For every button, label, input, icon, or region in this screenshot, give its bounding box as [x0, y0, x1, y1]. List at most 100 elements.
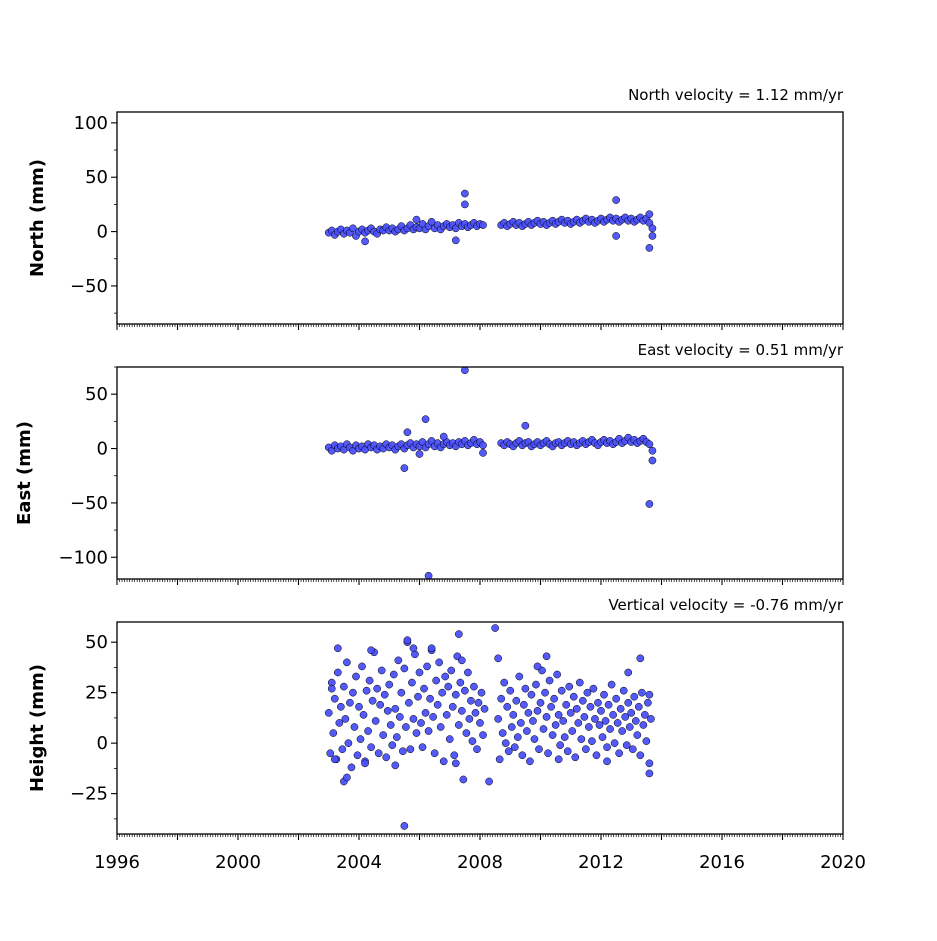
height-data-point — [619, 686, 628, 695]
north-data-point — [648, 224, 657, 233]
east-data-point — [479, 449, 487, 457]
height-data-point — [409, 715, 418, 723]
height-data-point — [625, 723, 634, 731]
height-data-point — [423, 662, 431, 671]
east-data-point — [424, 571, 433, 580]
height-data-point — [529, 717, 537, 725]
height-data-point — [474, 698, 483, 707]
height-data-point — [500, 678, 509, 687]
height-data-point — [624, 668, 633, 677]
height-data-point — [362, 686, 371, 695]
height-data-point — [601, 717, 610, 725]
height-data-point — [400, 822, 409, 830]
height-data-point — [438, 688, 447, 697]
east-panel: East velocity = 0.51 mm/yr East (mm) 50 0… — [14, 341, 844, 585]
height-data-point — [530, 735, 539, 743]
east-data-point — [648, 456, 657, 465]
height-data-point — [464, 668, 472, 677]
year-tick-label: 1996 — [94, 852, 140, 873]
height-data-point — [408, 678, 416, 687]
height-data-point — [610, 739, 619, 747]
height-data-point — [442, 711, 451, 719]
height-data-point — [554, 755, 563, 764]
height-data-point — [340, 682, 348, 691]
height-data-point — [542, 652, 551, 661]
height-data-point — [548, 731, 557, 739]
north-data-point — [612, 232, 620, 240]
height-data-point — [433, 700, 442, 709]
north-data-point — [645, 244, 654, 252]
height-data-point — [480, 704, 489, 713]
height-data-point — [554, 711, 563, 719]
east-ytick-label: 50 — [85, 384, 108, 405]
height-ytick-label: 50 — [85, 632, 108, 653]
height-data-point — [367, 646, 375, 655]
height-data-point — [637, 688, 646, 697]
north-panel: North velocity = 1.12 mm/yr North (mm) 1… — [27, 86, 844, 330]
height-data-point — [445, 735, 454, 743]
north-data-point — [412, 215, 421, 224]
height-data-point — [414, 692, 422, 701]
vertical-velocity-title: Vertical velocity = -0.76 mm/yr — [608, 596, 843, 614]
height-data-point — [374, 749, 383, 758]
height-data-point — [589, 684, 598, 693]
height-data-point — [497, 694, 506, 703]
height-data-point — [465, 715, 474, 723]
east-data-point — [521, 421, 530, 430]
height-data-point — [476, 719, 484, 727]
height-data-point — [506, 686, 515, 695]
height-data-point — [553, 670, 561, 679]
east-data-point — [645, 440, 654, 449]
east-velocity-title: East velocity = 0.51 mm/yr — [638, 341, 844, 359]
height-axes-frame — [116, 621, 844, 835]
height-data-point — [379, 731, 388, 739]
height-data-point — [330, 694, 339, 703]
height-data-point — [544, 749, 552, 758]
height-data-point — [523, 727, 531, 735]
height-data-point — [454, 721, 463, 729]
height-data-point — [435, 658, 444, 667]
height-data-point — [507, 723, 516, 731]
height-data-point — [615, 749, 624, 758]
height-data-point — [515, 672, 524, 681]
height-ytick-label: 0 — [97, 733, 108, 754]
height-data-point — [603, 743, 611, 752]
height-data-point — [560, 733, 569, 741]
height-data-point — [389, 670, 398, 679]
height-data-point — [577, 735, 586, 743]
year-tick-label: 2012 — [578, 852, 624, 873]
height-data-point — [349, 688, 357, 697]
height-data-point — [592, 751, 601, 760]
height-data-point — [418, 743, 427, 752]
height-data-point — [524, 709, 533, 717]
height-data-point — [333, 644, 342, 653]
height-points — [324, 624, 655, 830]
height-data-point — [504, 747, 513, 756]
height-data-point — [533, 706, 542, 715]
height-data-point — [432, 676, 440, 685]
height-data-point — [451, 759, 460, 768]
height-data-point — [350, 723, 359, 731]
year-tick-label: 2016 — [699, 852, 745, 873]
height-data-point — [380, 690, 389, 699]
height-data-point — [520, 700, 528, 709]
year-tick-label: 2008 — [457, 852, 503, 873]
height-data-point — [550, 694, 558, 703]
height-data-point — [456, 678, 465, 687]
north-data-point — [648, 232, 657, 240]
height-data-point — [498, 729, 507, 737]
height-data-point — [574, 719, 583, 727]
height-data-point — [388, 741, 397, 750]
height-data-point — [613, 719, 622, 727]
height-data-point — [450, 751, 459, 760]
height-data-point — [429, 713, 437, 721]
height-data-point — [642, 737, 651, 745]
height-data-point — [326, 749, 335, 758]
height-data-point — [468, 737, 477, 745]
height-data-point — [645, 769, 654, 778]
height-data-point — [535, 745, 543, 754]
height-data-point — [521, 684, 530, 693]
height-data-point — [397, 688, 406, 697]
height-data-point — [333, 668, 342, 677]
